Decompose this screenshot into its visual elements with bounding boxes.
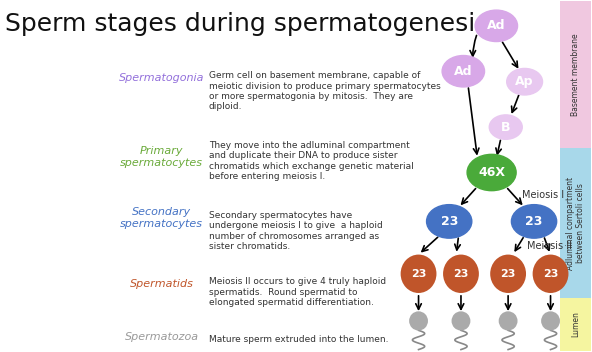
Text: Mature sperm extruded into the lumen.: Mature sperm extruded into the lumen. [209,335,388,344]
Bar [560,148,591,298]
Text: Meiosis I: Meiosis I [522,190,564,200]
Circle shape [511,205,556,238]
Text: Spermatids: Spermatids [130,279,194,289]
Text: Sperm stages during spermatogenesis: Sperm stages during spermatogenesis [5,12,488,36]
Text: Secondary
spermatocytes: Secondary spermatocytes [120,207,203,229]
Text: Meiosis II: Meiosis II [527,241,572,251]
Ellipse shape [443,254,479,293]
Ellipse shape [541,311,560,331]
Text: They move into the adluminal compartment
and duplicate their DNA to produce sist: They move into the adluminal compartment… [209,141,414,181]
Circle shape [489,115,522,139]
Text: Spermatozoa: Spermatozoa [124,332,199,342]
Text: Primary
spermatocytes: Primary spermatocytes [120,146,203,168]
Ellipse shape [490,254,526,293]
Ellipse shape [409,311,428,331]
Ellipse shape [533,254,568,293]
Text: 23: 23 [525,215,543,228]
Text: 23: 23 [543,269,558,279]
Ellipse shape [498,311,517,331]
Ellipse shape [452,311,471,331]
Circle shape [467,154,516,191]
Text: Ap: Ap [516,75,534,88]
Text: Adluminal compartment
between Sertoli cells: Adluminal compartment between Sertoli ce… [565,177,585,270]
Text: 23: 23 [500,269,516,279]
Text: Germ cell on basement membrane, capable of
meiotic division to produce primary s: Germ cell on basement membrane, capable … [209,71,440,112]
Circle shape [507,68,542,95]
Circle shape [427,205,472,238]
Bar [560,298,591,351]
Text: Lumen: Lumen [571,312,580,337]
Text: Spermatogonia: Spermatogonia [119,73,204,83]
Text: Secondary spermatocytes have
undergone meiosis I to give  a haploid
number of ch: Secondary spermatocytes have undergone m… [209,211,382,251]
Text: 23: 23 [411,269,426,279]
Text: B: B [501,121,510,134]
Text: 23: 23 [440,215,458,228]
Ellipse shape [401,254,436,293]
Text: Ad: Ad [487,19,506,32]
Text: Basement membrane: Basement membrane [571,33,580,116]
Text: 23: 23 [453,269,469,279]
Circle shape [475,10,517,42]
Text: Meiosis II occurs to give 4 truly haploid
spermatids.  Round spermatid to
elonga: Meiosis II occurs to give 4 truly haploi… [209,277,386,307]
Text: Ad: Ad [454,65,472,78]
Text: 46X: 46X [478,166,505,179]
Bar [560,1,591,148]
Circle shape [442,56,484,87]
